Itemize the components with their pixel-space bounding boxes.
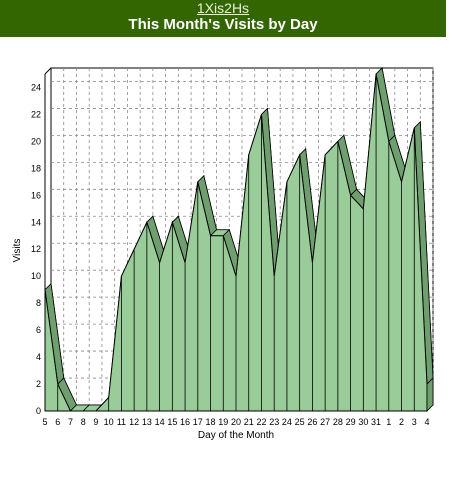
x-tick-label: 28 (333, 417, 343, 427)
area-end-cap (426, 377, 434, 412)
y-tick-label: 20 (31, 136, 41, 146)
x-tick-label: 16 (180, 417, 190, 427)
x-tick-label: 7 (68, 417, 73, 427)
x-tick-label: 2 (399, 417, 404, 427)
y-tick-label: 0 (36, 406, 41, 416)
x-tick-label: 21 (244, 417, 254, 427)
y-tick-label: 12 (31, 244, 41, 254)
x-tick-label: 29 (346, 417, 356, 427)
x-tick-labels: 5 6 7 8 9 10 11 12 13 14 15 16 17 18 19 20 21 22 23 24 25 26 2… (42, 417, 429, 427)
x-tick-label: 20 (231, 417, 241, 427)
x-tick-label: 17 (193, 417, 203, 427)
y-tick-label: 16 (31, 190, 41, 200)
x-tick-label: 22 (256, 417, 266, 427)
x-tick-label: 30 (358, 417, 368, 427)
x-tick-label: 5 (42, 417, 47, 427)
x-tick-label: 15 (167, 417, 177, 427)
x-tick-label: 1 (386, 417, 391, 427)
area-front-face (44, 73, 428, 412)
y-tick-label: 10 (31, 271, 41, 281)
y-tick-label: 6 (36, 325, 41, 335)
depth-edge-top (44, 67, 52, 75)
x-tick-label: 8 (81, 417, 86, 427)
x-tick-label: 10 (104, 417, 114, 427)
site-name-link[interactable]: 1Xis2Hs (196, 0, 250, 16)
report-header: 1Xis2Hs This Month's Visits by Day (0, 0, 446, 37)
y-tick-label: 8 (36, 298, 41, 308)
y-tick-label: 24 (31, 82, 41, 92)
x-tick-label: 4 (424, 417, 429, 427)
y-tick-label: 4 (36, 352, 41, 362)
x-tick-label: 9 (93, 417, 98, 427)
x-axis-title: Day of the Month (198, 430, 274, 441)
area-series (44, 66, 434, 412)
x-tick-label: 12 (129, 417, 139, 427)
x-tick-label: 25 (295, 417, 305, 427)
chart-title: This Month's Visits by Day (128, 16, 318, 33)
x-tick-label: 19 (218, 417, 228, 427)
x-tick-label: 18 (206, 417, 216, 427)
x-tick-label: 11 (117, 417, 126, 427)
x-tick-label: 3 (412, 417, 417, 427)
y-tick-label: 2 (36, 379, 41, 389)
x-tick-label: 13 (142, 417, 152, 427)
y-tick-label: 14 (31, 217, 41, 227)
x-tick-label: 24 (282, 417, 292, 427)
x-tick-label: 26 (307, 417, 317, 427)
x-tick-label: 31 (371, 417, 381, 427)
x-tick-label: 23 (269, 417, 279, 427)
chart-area: 0 2 4 6 8 10 12 14 16 18 20 22 24 5 6 7 8 9 10 11 12 13 14 15 16… (0, 37, 460, 472)
x-tick-label: 27 (320, 417, 330, 427)
y-tick-label: 18 (31, 163, 41, 173)
y-axis-title: Visits (12, 239, 23, 263)
y-tick-label: 22 (31, 109, 41, 119)
x-tick-label: 14 (155, 417, 165, 427)
x-tick-label: 6 (55, 417, 60, 427)
